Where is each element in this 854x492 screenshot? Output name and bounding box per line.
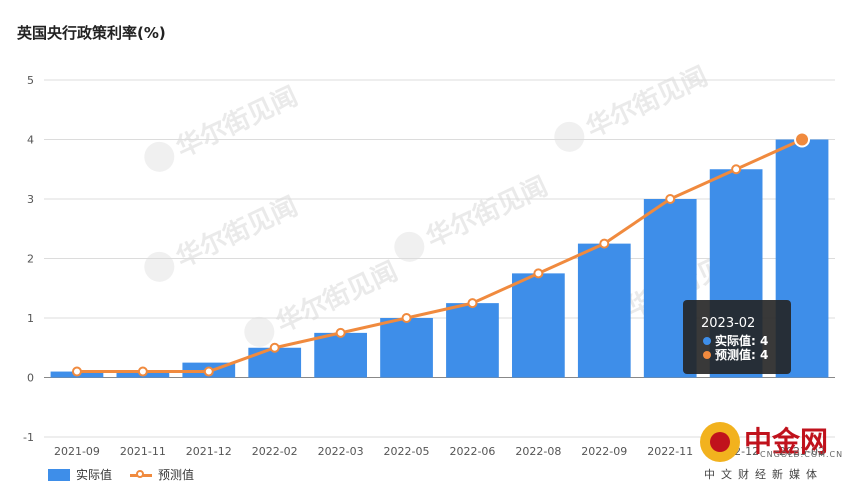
x-tick-label: 2023-02 (779, 445, 825, 458)
watermark-logo-icon (144, 141, 175, 172)
legend-actual-label: 实际值 (76, 468, 113, 482)
bar-swatch-icon (48, 468, 70, 481)
bar-2022-08 (512, 273, 565, 378)
forecast-point-2022-05 (401, 313, 412, 323)
watermark-text: 华尔街见闻 (172, 191, 303, 274)
legend-item-actual[interactable]: 实际值 (48, 466, 112, 483)
x-tick-label: 2022-06 (449, 445, 495, 458)
x-tick-label: 2021-09 (54, 445, 100, 458)
forecast-dot-icon (703, 350, 711, 359)
chart-title: 英国央行政策利率(%) (17, 24, 166, 42)
x-tick-label: 2022-08 (515, 445, 561, 458)
x-tick-label: 2022-02 (252, 445, 298, 458)
watermark: 华尔街见闻 (144, 191, 303, 282)
bar-2022-06 (446, 303, 499, 378)
x-tick-label: 2022-11 (647, 445, 693, 458)
watermark-logo-icon (244, 316, 275, 347)
forecast-point-2021-12 (203, 366, 214, 377)
watermark: 华尔街见闻 (554, 61, 713, 152)
cngold-logo: 中金网 CNGOLD.COM.CN 中文财经新媒体 (700, 418, 850, 488)
tooltip-actual-label: 实际值: 4 (715, 334, 769, 348)
y-tick-label: 3 (27, 193, 34, 206)
x-tick-label: 2021-11 (120, 445, 166, 458)
y-tick-label: 4 (27, 134, 34, 147)
logo-brand: 中金网 (744, 425, 829, 458)
forecast-point-2022-11 (665, 194, 676, 204)
y-tick-label: 1 (27, 312, 34, 325)
watermark-logo-icon (554, 121, 585, 152)
tooltip-row-forecast: 预测值: 4 (703, 346, 768, 363)
watermark-text: 华尔街见闻 (582, 61, 713, 144)
watermark-text: 华尔街见闻 (422, 171, 553, 254)
x-tick-label: 2021-12 (186, 445, 232, 458)
tooltip-title: 2023-02 (701, 316, 756, 331)
legend-item-forecast[interactable]: 预测值 (130, 466, 194, 483)
forecast-point-2023-02 (794, 131, 811, 148)
chart-legend: 实际值 预测值 (48, 466, 212, 483)
bar-2022-03 (314, 332, 367, 378)
watermark-logo-icon (144, 251, 175, 282)
forecast-point-2022-02 (269, 342, 280, 353)
line-swatch-icon (130, 469, 153, 481)
forecast-point-2022-09 (599, 238, 610, 249)
forecast-point-2022-12 (731, 164, 742, 175)
chart-tooltip: 2023-02 实际值: 4 预测值: 4 (683, 300, 791, 374)
forecast-point-2022-06 (467, 298, 478, 309)
tooltip-row-actual: 实际值: 4 (703, 332, 768, 349)
forecast-point-2022-03 (335, 327, 346, 338)
forecast-point-2021-11 (137, 366, 148, 377)
forecast-line (76, 138, 803, 374)
x-tick-label: 2022-09 (581, 445, 627, 458)
forecast-point-2022-08 (533, 268, 544, 279)
y-tick-label: -1 (23, 431, 34, 444)
logo-domain: CNGOLD.COM.CN (760, 450, 844, 459)
forecast-point-2021-09 (71, 366, 82, 377)
logo-slogan: 中文财经新媒体 (704, 468, 823, 481)
x-tick-label: 2022-03 (318, 445, 364, 458)
y-tick-label: 2 (27, 253, 34, 266)
bar-2022-05 (380, 318, 433, 378)
watermark: 华尔街见闻 (394, 171, 553, 262)
y-tick-label: 0 (27, 372, 34, 385)
tooltip-forecast-label: 预测值: 4 (715, 348, 769, 362)
legend-forecast-label: 预测值 (158, 468, 195, 482)
actual-dot-icon (703, 336, 711, 345)
watermark-logo-icon (394, 231, 425, 262)
x-tick-label: 2022-05 (384, 445, 430, 458)
watermark-text: 华尔街见闻 (172, 81, 303, 164)
watermark: 华尔街见闻 (144, 81, 303, 172)
bar-2022-09 (577, 243, 631, 378)
coin-logo-icon (700, 422, 740, 462)
y-tick-label: 5 (27, 74, 34, 87)
